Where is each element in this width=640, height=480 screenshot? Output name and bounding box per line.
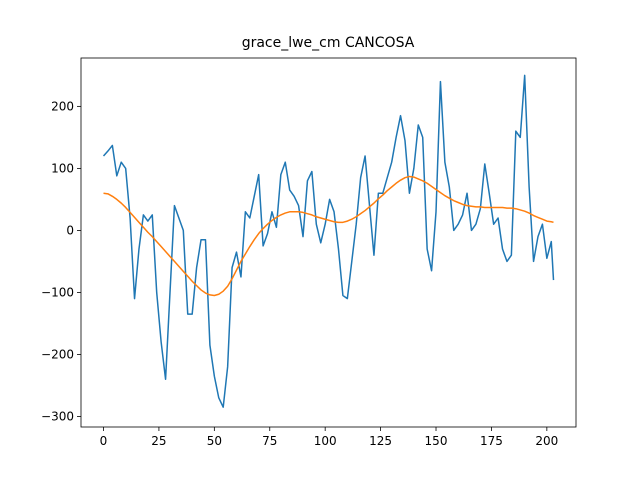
y-tick-label: −300 xyxy=(41,409,74,423)
x-tick-label: 0 xyxy=(100,434,108,448)
x-tick-label: 25 xyxy=(151,434,166,448)
plot-frame xyxy=(80,57,577,428)
x-tick-label: 75 xyxy=(262,434,277,448)
x-tick-label: 200 xyxy=(535,434,558,448)
x-tick-label: 50 xyxy=(207,434,222,448)
x-tick-label: 175 xyxy=(480,434,503,448)
x-tick-label: 150 xyxy=(425,434,448,448)
x-tick-label: 125 xyxy=(369,434,392,448)
y-tick-label: 200 xyxy=(51,99,74,113)
chart-title: grace_lwe_cm CANCOSA xyxy=(242,35,415,51)
y-tick-label: −100 xyxy=(41,285,74,299)
y-tick-label: 100 xyxy=(51,161,74,175)
x-tick-label: 100 xyxy=(314,434,337,448)
y-tick-label: −200 xyxy=(41,347,74,361)
data-line xyxy=(103,175,554,297)
y-tick-label: 0 xyxy=(66,223,74,237)
data-line xyxy=(102,74,555,408)
